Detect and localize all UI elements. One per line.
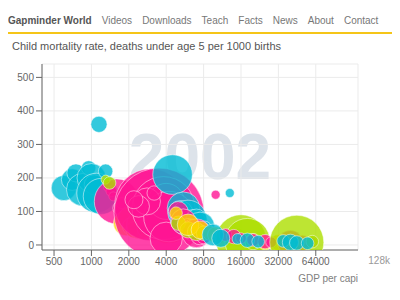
svg-text:300: 300 [17,139,34,150]
svg-text:0: 0 [28,240,34,251]
svg-text:100: 100 [17,206,34,217]
html-text:Facts: Facts [238,14,263,26]
html-text:Gapminder World: Gapminder World [8,14,92,26]
svg-text:8000: 8000 [192,256,215,267]
html-text:Downloads: Downloads [142,14,192,26]
svg-text:500: 500 [17,72,34,83]
svg-text:500: 500 [46,256,63,267]
html-text:Videos: Videos [101,14,133,26]
svg-text:400: 400 [17,105,34,116]
html-text:Child mortality rate, deaths u: Child mortality rate, deaths under age 5… [12,40,281,52]
html-text:About: About [307,14,334,26]
html-text:News: News [272,14,298,26]
svg-text:32000: 32000 [264,256,292,267]
svg-text:2000: 2000 [118,256,141,267]
html-text:Teach: Teach [201,14,229,26]
html-text:2002: 2002 [128,121,272,193]
svg-text:200: 200 [17,172,34,183]
svg-text:64000: 64000 [302,256,330,267]
html-text:128k: 128k [368,255,390,266]
svg-text:16000: 16000 [227,256,255,267]
svg-text:1000: 1000 [80,256,103,267]
svg-text:GDP per capi: GDP per capi [298,273,358,284]
svg-text:4000: 4000 [155,256,178,267]
html-text:Contact: Contact [343,14,379,26]
